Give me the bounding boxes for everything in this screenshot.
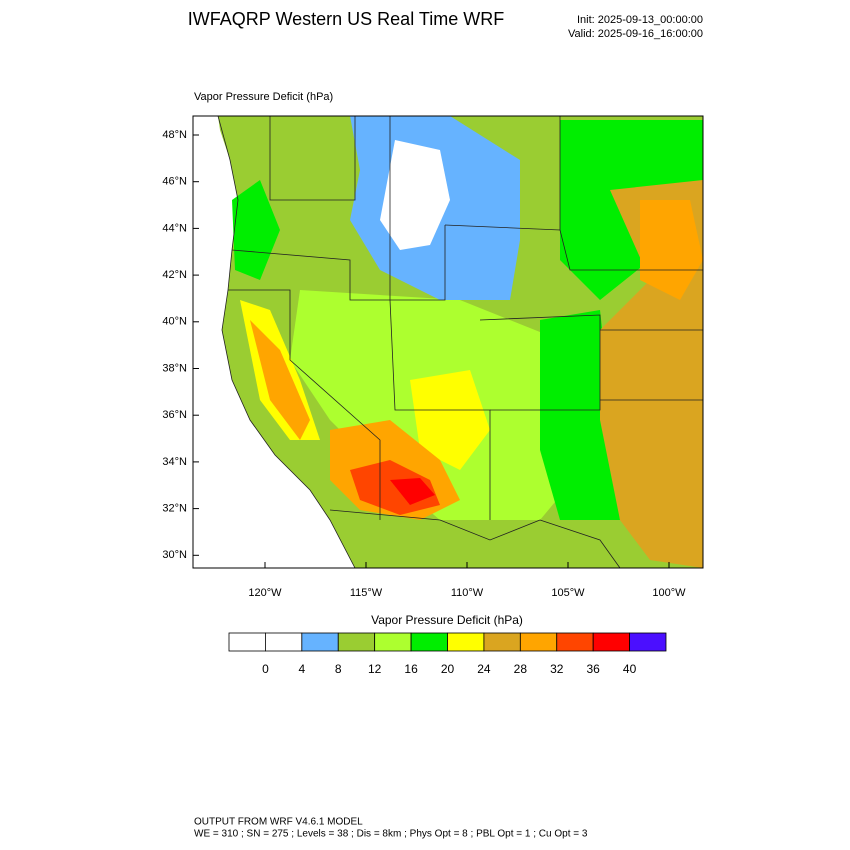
map: 48°N 46°N 44°N 42°N 40°N 38°N 36°N 34°N 32°N 30°N…: [162, 115, 704, 599]
map-label: Vapor Pressure Deficit (hPa): [194, 91, 333, 103]
footer-line: OUTPUT FROM WRF V4.6.1 MODEL: [194, 817, 363, 828]
lon-label: 110°W: [451, 587, 484, 599]
region: [232, 180, 280, 280]
colorbar: 0 4 8 12 16 20 24 28 32 36 40: [228, 632, 667, 676]
lat-label: 30°N: [162, 549, 187, 561]
map-field: [193, 116, 703, 568]
colorbar-box: [301, 632, 339, 652]
lat-label: 36°N: [162, 409, 187, 421]
colorbar-title: Vapor Pressure Deficit (hPa): [371, 613, 523, 627]
region: [250, 320, 310, 440]
lat-label: 46°N: [162, 176, 187, 188]
colorbar-box: [228, 632, 266, 652]
title: IWFAQRP Western US Real Time WRF: [188, 9, 504, 29]
lat-label: 44°N: [162, 222, 187, 234]
colorbar-label: 32: [550, 662, 564, 676]
colorbar-box: [265, 632, 303, 652]
lat-label: 38°N: [162, 362, 187, 374]
lat-label: 40°N: [162, 316, 187, 328]
colorbar-label: 28: [514, 662, 528, 676]
border: [559, 229, 703, 271]
colorbar-box: [629, 632, 667, 652]
colorbar-label: 12: [368, 662, 382, 676]
lon-labels: 120°W 115°W 110°W 105°W 100°W: [248, 562, 686, 599]
colorbar-label: 16: [404, 662, 418, 676]
border: [539, 519, 621, 568]
colorbar-box: [556, 632, 594, 652]
lat-label: 42°N: [162, 269, 187, 281]
lon-label: 105°W: [551, 587, 585, 599]
lat-label: 48°N: [162, 129, 187, 141]
lon-label: 120°W: [248, 587, 282, 599]
colorbar-box: [483, 632, 521, 652]
coastline: [217, 116, 356, 568]
region: [640, 200, 703, 300]
lat-label: 34°N: [162, 456, 187, 468]
colorbar-label: 24: [477, 662, 491, 676]
border: [389, 116, 491, 520]
lat-labels: 48°N 46°N 44°N 42°N 40°N 38°N 36°N 34°N 32°N 30°N: [162, 129, 199, 561]
lat-label: 32°N: [162, 503, 187, 515]
border: [329, 509, 541, 541]
border: [479, 314, 601, 411]
lon-label: 100°W: [652, 587, 686, 599]
colorbar-label: 36: [586, 662, 600, 676]
init-time: Init: 2025-09-13_00:00:00: [577, 14, 703, 26]
colorbar-box: [519, 632, 558, 652]
colorbar-label: 8: [335, 662, 342, 676]
colorbar-label: 20: [441, 662, 455, 676]
colorbar-label: 4: [298, 662, 305, 676]
colorbar-box: [592, 632, 630, 652]
footer-line: WE = 310 ; SN = 275 ; Levels = 38 ; Dis …: [194, 829, 588, 840]
colorbar-box: [410, 632, 448, 652]
border: [231, 225, 446, 301]
region: [410, 370, 490, 470]
valid-time: Valid: 2025-09-16_16:00:00: [568, 28, 703, 40]
lon-label: 115°W: [350, 587, 383, 599]
colorbar-box: [337, 632, 376, 652]
region: [390, 478, 435, 505]
border: [269, 116, 356, 201]
map-frame: [192, 115, 704, 569]
colorbar-label: 0: [262, 662, 269, 676]
border: [228, 289, 381, 520]
colorbar-box: [374, 632, 412, 652]
colorbar-box: [447, 632, 485, 652]
colorbar-label: 40: [623, 662, 637, 676]
region: [380, 140, 450, 250]
